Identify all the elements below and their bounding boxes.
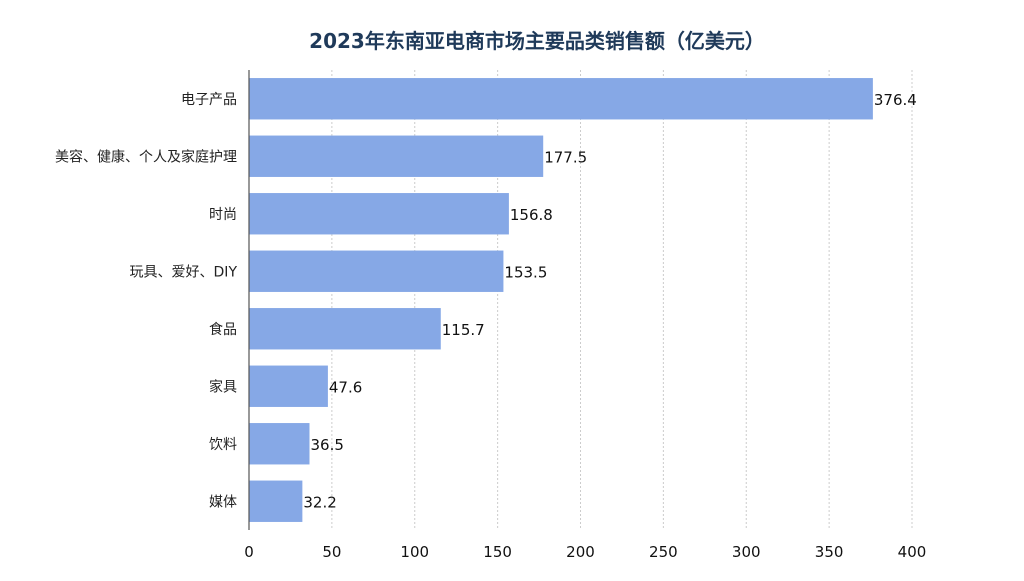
bar [249,78,873,120]
x-tick-label: 150 [483,543,512,561]
category-label: 媒体 [209,494,237,510]
category-label: 饮料 [209,437,237,453]
x-tick-label: 350 [815,543,844,561]
data-label: 115.7 [442,321,485,339]
bar [249,423,310,465]
chart-title: 2023年东南亚电商市场主要品类销售额（亿美元） [309,29,765,53]
bars [249,78,873,522]
category-label: 家具 [209,378,237,395]
category-label: 美容、健康、个人及家庭护理 [55,148,237,165]
data-label: 376.4 [874,91,917,109]
x-axis-ticks: 0 50 100 150 200 250 300 350 400 [244,543,926,561]
category-label: 食品 [209,321,237,338]
bar [249,308,441,350]
bar [249,480,303,522]
x-tick-label: 0 [244,543,254,561]
x-tick-label: 300 [732,543,761,561]
data-label: 47.6 [329,378,362,396]
bar [249,250,504,292]
bar [249,135,544,177]
data-label: 177.5 [544,148,587,166]
data-label: 156.8 [510,206,553,224]
data-label: 32.2 [303,493,336,511]
x-tick-label: 50 [322,543,341,561]
category-label: 时尚 [209,207,237,223]
x-tick-label: 100 [400,543,429,561]
category-label: 电子产品 [181,92,237,108]
category-label: 玩具、爱好、DIY [130,264,238,280]
x-tick-label: 250 [649,543,678,561]
bar [249,365,328,407]
bar [249,193,509,235]
data-label: 36.5 [310,436,343,454]
x-tick-label: 200 [566,543,595,561]
data-label: 153.5 [504,263,547,281]
x-tick-label: 400 [898,543,927,561]
value-labels: 376.4 177.5 156.8 153.5 115.7 47.6 36.5 32.2 [303,91,916,512]
